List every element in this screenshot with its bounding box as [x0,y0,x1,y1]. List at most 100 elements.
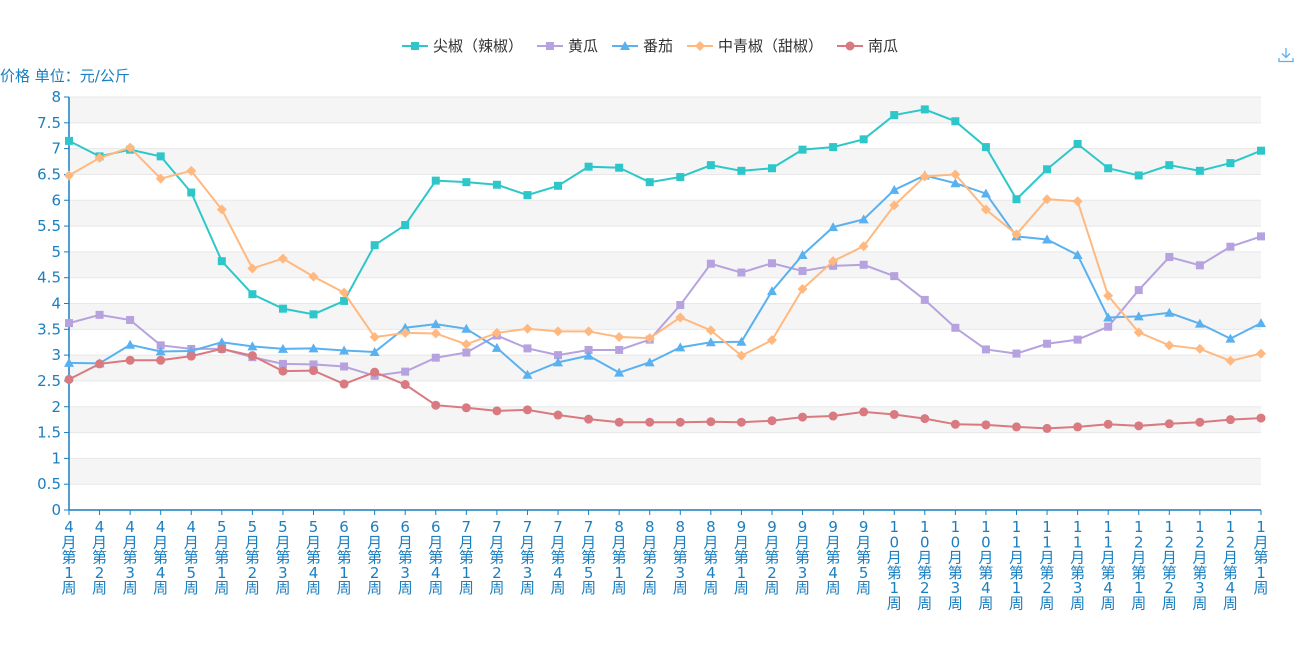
data-point[interactable] [125,142,136,153]
data-point[interactable] [889,184,900,194]
data-point[interactable] [522,405,532,415]
data-point[interactable] [706,161,715,170]
data-point[interactable] [1073,335,1082,344]
data-point[interactable] [125,355,135,365]
data-point[interactable] [737,268,746,277]
data-point[interactable] [461,403,471,413]
data-point[interactable] [277,253,288,264]
data-point[interactable] [614,417,624,427]
data-point[interactable] [462,348,471,357]
data-point[interactable] [1195,261,1204,270]
data-point[interactable] [369,347,380,357]
data-point[interactable] [705,325,716,336]
data-point[interactable] [461,339,472,350]
data-point[interactable] [1073,139,1082,148]
data-point[interactable] [890,272,899,281]
data-point[interactable] [675,312,686,323]
data-point[interactable] [645,178,654,187]
data-point[interactable] [981,345,990,354]
data-point[interactable] [706,417,716,427]
data-point[interactable] [64,170,74,181]
legend-item[interactable]: 南瓜 [837,37,898,55]
data-point[interactable] [644,333,655,344]
data-point[interactable] [431,353,440,362]
data-point[interactable] [1104,164,1113,173]
data-point[interactable] [890,111,899,120]
data-point[interactable] [584,162,593,171]
data-point[interactable] [645,417,655,427]
data-point[interactable] [1194,318,1205,328]
data-point[interactable] [369,332,380,343]
data-point[interactable] [1011,422,1021,432]
data-point[interactable] [798,145,807,154]
data-point[interactable] [155,173,166,184]
data-point[interactable] [309,310,318,319]
data-point[interactable] [339,287,350,298]
data-point[interactable] [950,178,961,188]
data-point[interactable] [1012,349,1021,358]
data-point[interactable] [951,117,960,126]
data-point[interactable] [553,326,564,337]
data-point[interactable] [736,350,747,361]
data-point[interactable] [981,420,991,430]
data-point[interactable] [156,341,165,350]
legend-marker[interactable] [619,41,630,50]
data-point[interactable] [492,406,502,416]
data-point[interactable] [401,367,410,376]
data-point[interactable] [676,173,685,182]
data-point[interactable] [400,322,411,332]
data-point[interactable] [431,400,441,410]
data-point[interactable] [614,332,625,343]
data-point[interactable] [798,412,808,422]
data-point[interactable] [798,266,807,275]
data-point[interactable] [766,286,777,296]
data-point[interactable] [1256,413,1266,423]
data-point[interactable] [584,345,593,354]
data-point[interactable] [859,135,868,144]
data-point[interactable] [1103,419,1113,429]
data-point[interactable] [491,342,502,352]
data-point[interactable] [247,263,258,274]
legend-marker[interactable] [545,42,554,50]
data-point[interactable] [95,310,104,319]
data-point[interactable] [523,191,532,200]
data-point[interactable] [829,143,838,152]
data-point[interactable] [1164,419,1174,429]
data-point[interactable] [1195,417,1205,427]
data-point[interactable] [156,152,165,161]
data-point[interactable] [94,152,105,163]
data-point[interactable] [186,351,196,361]
data-point[interactable] [156,355,166,365]
data-point[interactable] [1072,249,1083,259]
legend-item[interactable]: 中青椒（甜椒） [687,37,823,55]
data-point[interactable] [1042,423,1052,433]
data-point[interactable] [277,343,288,353]
download-icon[interactable] [1277,46,1295,64]
data-point[interactable] [309,360,318,369]
data-point[interactable] [1226,159,1235,168]
data-point[interactable] [615,163,624,172]
data-point[interactable] [1011,229,1022,240]
data-point[interactable] [491,327,502,338]
data-point[interactable] [1256,348,1266,359]
data-point[interactable] [920,414,930,424]
data-point[interactable] [65,136,73,145]
data-point[interactable] [126,316,135,325]
data-point[interactable] [401,221,410,230]
data-point[interactable] [1225,355,1236,366]
data-point[interactable] [309,366,319,376]
data-point[interactable] [1133,327,1144,338]
legend-marker[interactable] [695,41,706,51]
data-point[interactable] [644,357,655,367]
data-point[interactable] [370,241,379,250]
data-point[interactable] [1042,234,1053,244]
legend-item[interactable]: 番茄 [611,37,673,55]
data-point[interactable] [308,271,319,282]
data-point[interactable] [951,323,960,332]
data-point[interactable] [859,260,868,269]
data-point[interactable] [615,345,624,354]
data-point[interactable] [919,171,930,182]
data-point[interactable] [859,407,869,417]
data-point[interactable] [523,344,532,353]
data-point[interactable] [400,380,410,390]
